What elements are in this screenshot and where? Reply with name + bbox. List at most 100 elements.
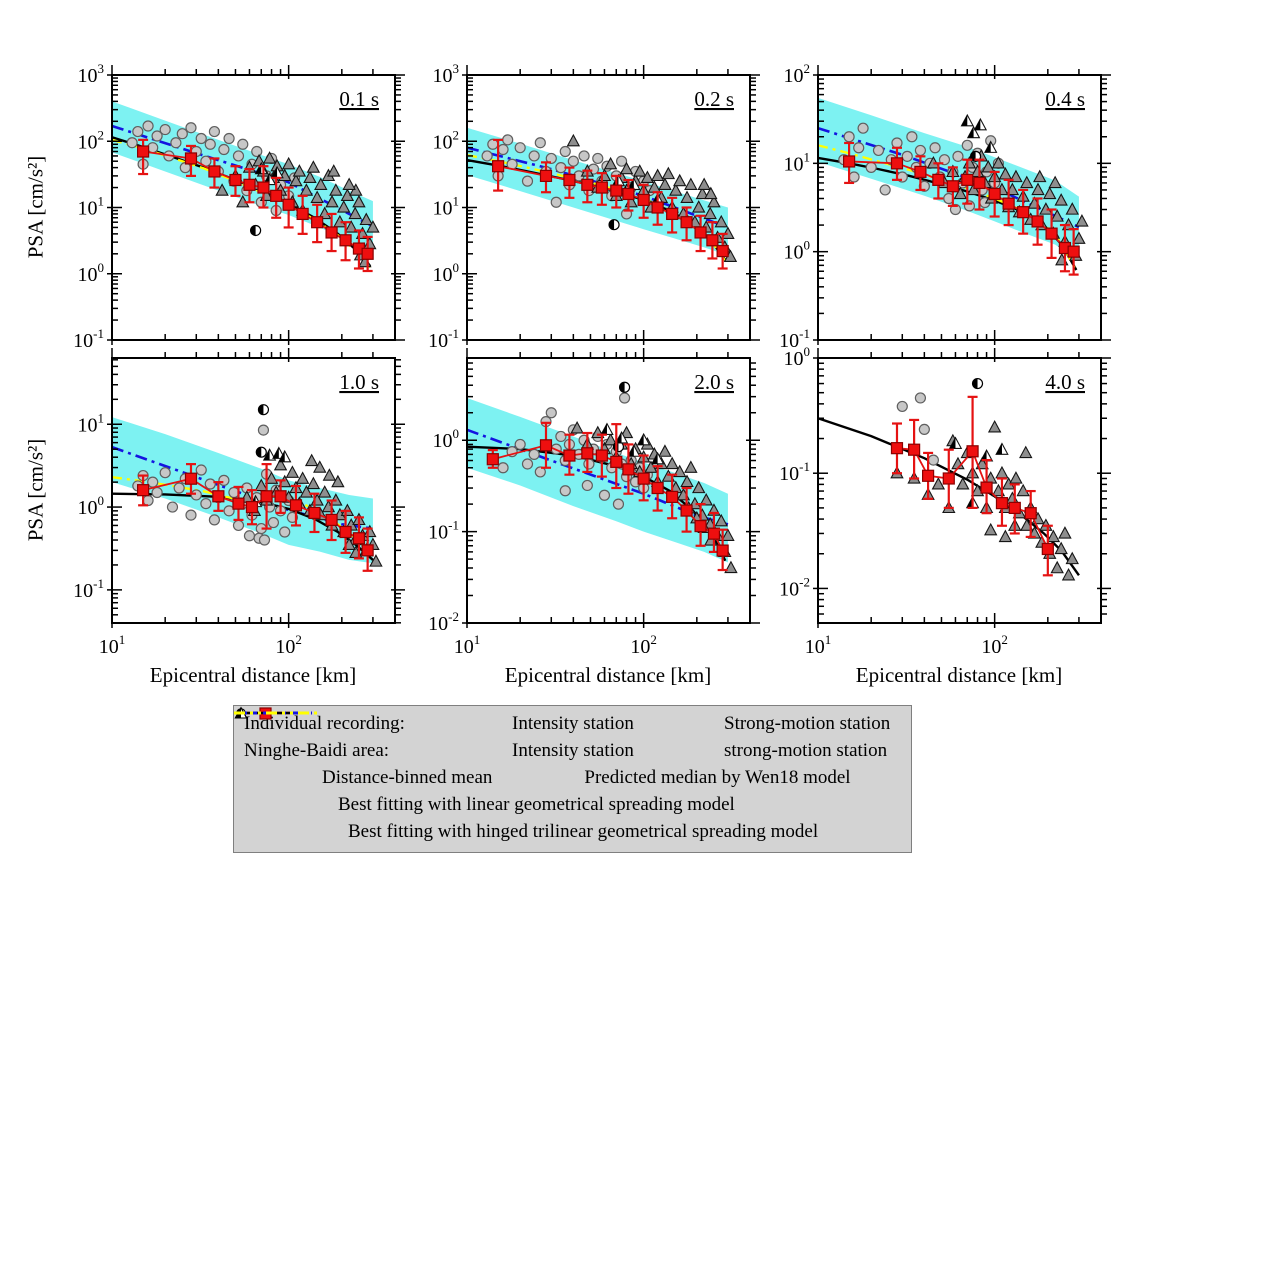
binned-mean-point bbox=[921, 469, 935, 482]
intensity-point bbox=[615, 155, 628, 167]
binned-mean-point bbox=[966, 445, 979, 458]
strong-motion-point bbox=[991, 155, 1006, 169]
intensity-point bbox=[243, 530, 256, 542]
strong-motion-point bbox=[699, 492, 713, 506]
binned-mean-point bbox=[716, 544, 729, 557]
intensity-point bbox=[232, 519, 245, 532]
intensity-point bbox=[126, 137, 138, 149]
panel-1.0s: 101 100 10-1 101 102 1.0 s bbox=[73, 348, 405, 658]
strong-motion-point bbox=[966, 182, 981, 196]
intensity-point bbox=[853, 142, 865, 154]
legend-item-label: Best fitting with hinged trilinear geome… bbox=[348, 820, 819, 842]
binned-mean-point bbox=[325, 226, 338, 239]
legend: Individual recording: Intensity station … bbox=[233, 705, 912, 853]
svg-text:102: 102 bbox=[630, 632, 657, 658]
strong-motion-point bbox=[661, 166, 676, 180]
binned-mean-point bbox=[666, 207, 679, 221]
binned-mean-point bbox=[694, 226, 707, 239]
binned-mean-point bbox=[622, 463, 635, 476]
intensity-point bbox=[258, 534, 271, 546]
binned-mean-point bbox=[1045, 227, 1058, 240]
strong-motion-point bbox=[1050, 209, 1064, 222]
svg-text:102: 102 bbox=[784, 61, 811, 87]
binned-mean-point bbox=[622, 187, 635, 201]
strong-motion-point bbox=[953, 186, 968, 200]
strong-motion-point bbox=[1020, 175, 1034, 189]
intensity-point bbox=[581, 479, 593, 492]
intensity-point bbox=[185, 122, 197, 134]
intensity-point bbox=[223, 505, 235, 517]
intensity-point bbox=[550, 196, 562, 208]
panel-0.2s: 103 102 101 100 10-1 0.2 s bbox=[428, 61, 760, 352]
binned-mean-point bbox=[908, 443, 921, 456]
strong-motion-point bbox=[724, 560, 738, 574]
strong-motion-point bbox=[317, 485, 332, 498]
strong-motion-point bbox=[306, 160, 321, 173]
intensity-point bbox=[914, 144, 927, 157]
intensity-point bbox=[952, 150, 964, 162]
strong-motion-point bbox=[304, 453, 319, 467]
binned-mean-point bbox=[1024, 507, 1037, 520]
confidence-band bbox=[467, 397, 728, 563]
strong-motion-point bbox=[691, 200, 706, 213]
binned-mean-point bbox=[361, 247, 374, 260]
panel-title: 0.2 s bbox=[694, 87, 734, 111]
intensity-point bbox=[534, 137, 546, 149]
intensity-point bbox=[545, 152, 557, 165]
intensity-point bbox=[223, 132, 235, 145]
binned-mean-point bbox=[651, 481, 664, 495]
strong-motion-point bbox=[714, 214, 728, 228]
intensity-point bbox=[481, 150, 493, 162]
binned-mean-point bbox=[666, 490, 679, 503]
strong-motion-point bbox=[342, 177, 356, 190]
strong-motion-point bbox=[1031, 182, 1045, 196]
panel-0.1s: 103 102 101 100 10-1 0.1 s bbox=[73, 61, 405, 352]
binned-mean-point bbox=[339, 234, 352, 247]
binned-mean-point bbox=[184, 152, 198, 165]
binned-mean-point bbox=[137, 145, 150, 158]
legend-item-label: Predicted median by Wen18 model bbox=[584, 766, 851, 788]
binned-mean-point bbox=[212, 490, 225, 503]
intensity-point bbox=[218, 143, 230, 156]
strong-motion-point bbox=[669, 183, 683, 196]
strong-motion-point bbox=[313, 460, 327, 473]
intensity-point bbox=[618, 392, 631, 404]
panel-title: 2.0 s bbox=[694, 370, 734, 394]
intensity-point bbox=[159, 467, 171, 479]
intensity-point bbox=[195, 132, 207, 145]
strong-motion-point bbox=[366, 220, 380, 233]
binned-mean-point bbox=[243, 178, 256, 191]
binned-mean-point bbox=[282, 198, 295, 211]
strong-motion-point bbox=[684, 460, 698, 473]
binned-mean-point bbox=[973, 176, 986, 190]
intensity-point bbox=[176, 128, 188, 140]
binned-mean-point bbox=[492, 160, 505, 173]
strong-motion-point bbox=[322, 468, 337, 481]
strong-motion-point bbox=[714, 513, 728, 527]
svg-text:102: 102 bbox=[981, 632, 1008, 658]
strong-motion-point bbox=[299, 485, 314, 498]
binned-mean-point bbox=[257, 181, 270, 194]
binned-mean-point bbox=[1041, 542, 1054, 556]
strong-motion-point bbox=[215, 183, 229, 196]
strong-motion-point bbox=[632, 164, 647, 177]
binned-mean-point bbox=[137, 484, 150, 497]
intensity-point bbox=[612, 498, 625, 510]
binned-mean-point bbox=[942, 472, 955, 485]
intensity-point bbox=[927, 454, 939, 466]
intensity-point bbox=[963, 200, 976, 212]
x-axis-label-col2: Epicentral distance [km] bbox=[504, 663, 712, 687]
intensity-point bbox=[514, 142, 526, 154]
binned-mean-point bbox=[680, 216, 693, 229]
legend-item-label: Distance-binned mean bbox=[322, 766, 493, 788]
strong-motion-point bbox=[658, 177, 672, 190]
strong-motion-point bbox=[1061, 567, 1076, 581]
strong-motion-point bbox=[707, 194, 721, 208]
intensity-point bbox=[578, 150, 590, 162]
intensity-point bbox=[514, 438, 526, 451]
strong-motion-point bbox=[285, 465, 300, 478]
intensity-point bbox=[132, 125, 144, 138]
intensity-point bbox=[267, 516, 280, 529]
legend-row-binned-wen18: Distance-binned mean Predicted median by… bbox=[234, 707, 911, 791]
binned-mean-point bbox=[637, 472, 650, 485]
